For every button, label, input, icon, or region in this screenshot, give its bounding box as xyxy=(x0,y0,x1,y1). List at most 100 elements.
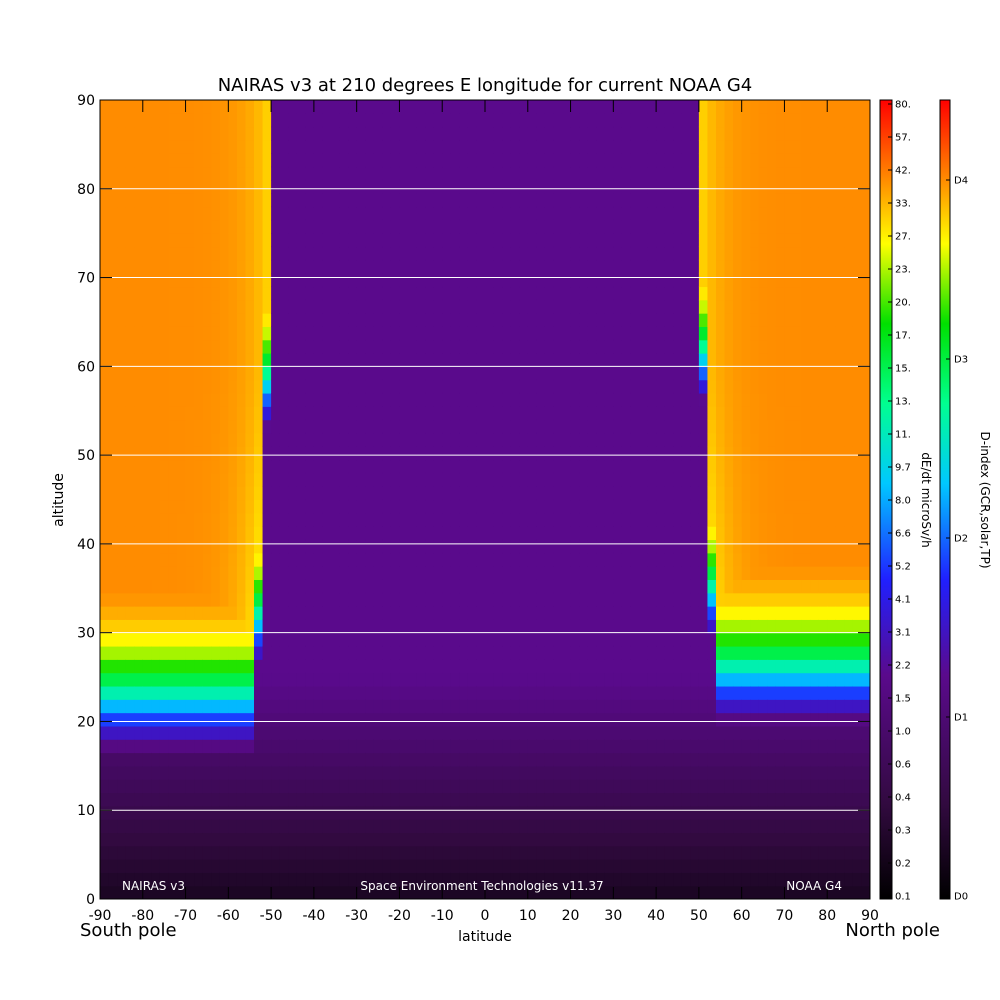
heatmap-cell xyxy=(331,765,341,780)
heatmap-cell xyxy=(296,339,306,354)
heatmap-cell xyxy=(604,712,614,727)
heatmap-cell xyxy=(801,805,811,820)
heatmap-cell xyxy=(228,792,238,807)
heatmap-cell xyxy=(373,539,383,554)
heatmap-cell xyxy=(630,606,640,620)
heatmap-cell xyxy=(775,139,786,154)
heatmap-cell xyxy=(544,659,555,674)
heatmap-cell xyxy=(288,712,298,727)
heatmap-cell xyxy=(322,286,332,301)
heatmap-cell xyxy=(399,113,409,128)
heatmap-cell xyxy=(519,100,529,114)
heatmap-cell xyxy=(467,752,478,767)
heatmap-cell xyxy=(613,179,623,194)
heatmap-cell xyxy=(425,153,435,168)
heatmap-cell xyxy=(690,219,700,234)
heatmap-cell xyxy=(125,592,135,607)
heatmap-cell xyxy=(596,832,606,847)
heatmap-cell xyxy=(519,566,529,580)
heatmap-cell xyxy=(339,406,349,421)
heatmap-cell xyxy=(313,885,324,899)
heatmap-cell xyxy=(254,566,264,580)
heatmap-cell xyxy=(348,166,358,181)
heatmap-cell xyxy=(159,592,170,607)
heatmap-cell xyxy=(313,512,324,527)
heatmap-cell xyxy=(151,845,161,860)
heatmap-cell xyxy=(262,552,272,567)
heatmap-cell xyxy=(450,313,460,327)
heatmap-cell xyxy=(442,885,452,899)
heatmap-cell xyxy=(476,699,486,714)
heatmap-cell xyxy=(236,659,247,674)
heatmap-cell xyxy=(322,392,332,407)
heatmap-cell xyxy=(356,313,366,327)
heatmap-cell xyxy=(459,672,469,687)
heatmap-cell xyxy=(288,379,298,394)
heatmap-cell xyxy=(690,153,700,168)
heatmap-cell xyxy=(630,739,640,754)
heatmap-cell xyxy=(775,685,786,700)
heatmap-cell xyxy=(228,446,238,461)
heatmap-cell xyxy=(724,353,734,367)
heatmap-cell xyxy=(125,366,135,381)
heatmap-cell xyxy=(562,419,572,434)
heatmap-cell xyxy=(621,379,632,394)
heatmap-cell xyxy=(527,712,537,727)
heatmap-cell xyxy=(570,313,580,327)
heatmap-cell xyxy=(322,725,332,740)
heatmap-cell xyxy=(647,885,657,899)
heatmap-cell xyxy=(219,139,229,154)
heatmap-cell xyxy=(741,592,751,607)
heatmap-cell xyxy=(536,286,546,301)
heatmap-cell xyxy=(664,752,674,767)
heatmap-cell xyxy=(604,392,614,407)
heatmap-cell xyxy=(536,512,546,527)
heatmap-cell xyxy=(673,113,683,128)
heatmap-cell xyxy=(510,499,520,514)
heatmap-cell xyxy=(527,299,537,314)
heatmap-cell xyxy=(177,819,187,834)
heatmap-cell xyxy=(365,779,375,794)
heatmap-cell xyxy=(168,672,178,687)
heatmap-cell xyxy=(331,885,341,899)
heatmap-cell xyxy=(202,632,212,647)
heatmap-cell xyxy=(117,193,127,208)
heatmap-cell xyxy=(288,286,298,301)
heatmap-cell xyxy=(698,113,709,128)
heatmap-cell xyxy=(733,632,743,647)
heatmap-cell xyxy=(630,379,640,394)
heatmap-cell xyxy=(750,592,760,607)
heatmap-cell xyxy=(331,739,341,754)
heatmap-cell xyxy=(750,379,760,394)
heatmap-cell xyxy=(596,366,606,381)
heatmap-cell xyxy=(288,659,298,674)
heatmap-cell xyxy=(707,566,717,580)
heatmap-cell xyxy=(151,339,161,354)
heatmap-cell xyxy=(476,765,486,780)
heatmap-cell xyxy=(279,139,289,154)
heatmap-cell xyxy=(485,739,495,754)
heatmap-cell xyxy=(647,113,657,128)
heatmap-cell xyxy=(570,273,580,288)
heatmap-cell xyxy=(784,739,794,754)
heatmap-cell xyxy=(117,619,127,634)
heatmap-cell xyxy=(228,712,238,727)
heatmap-cell xyxy=(408,765,418,780)
heatmap-cell xyxy=(168,432,178,447)
heatmap-cell xyxy=(690,259,700,274)
heatmap-cell xyxy=(279,725,289,740)
heatmap-cell xyxy=(485,459,495,474)
heatmap-cell xyxy=(313,246,324,261)
heatmap-cell xyxy=(322,259,332,274)
heatmap-cell xyxy=(296,699,306,714)
heatmap-cell xyxy=(801,353,811,367)
heatmap-cell xyxy=(767,419,777,434)
heatmap-cell xyxy=(536,459,546,474)
heatmap-cell xyxy=(750,832,760,847)
heatmap-cell xyxy=(596,379,606,394)
heatmap-cell xyxy=(664,845,674,860)
heatmap-cell xyxy=(168,499,178,514)
heatmap-cell xyxy=(450,805,460,820)
heatmap-cell xyxy=(502,486,512,501)
heatmap-cell xyxy=(177,539,187,554)
